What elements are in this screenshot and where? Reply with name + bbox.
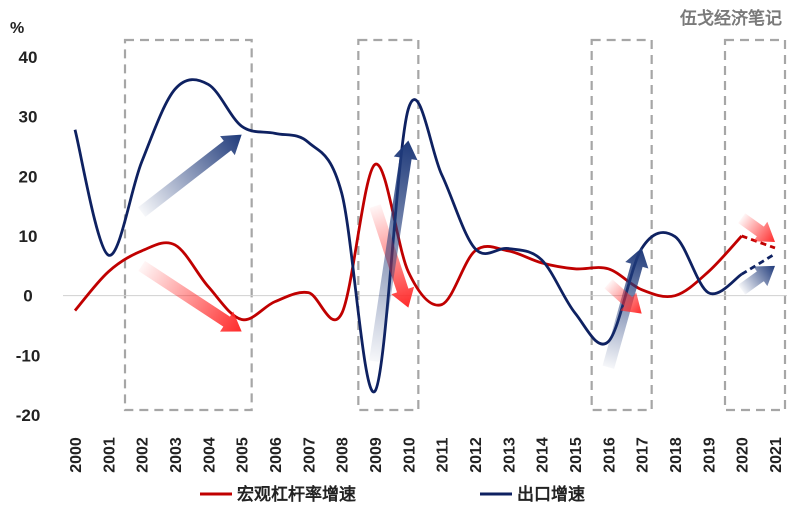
up-arrow-2002 [137,134,242,217]
x-tick-label: 2018 [668,437,685,473]
highlight-box-2 [590,38,653,412]
x-tick-label: 2013 [501,437,518,473]
x-tick-label: 2012 [468,437,485,473]
y-tick-label: -20 [16,406,41,425]
x-tick-label: 2006 [268,437,285,473]
up-arrow-2020 [738,265,775,295]
x-tick-label: 2004 [201,437,218,473]
legend-label-leverage: 宏观杠杆率增速 [237,484,356,505]
x-tick-label: 2019 [701,437,718,473]
series-layer [73,78,776,394]
up-arrow-2009 [369,140,418,363]
down-arrow-2020 [738,213,775,242]
series-line-export [73,78,743,394]
x-tick-label: 2002 [135,437,152,473]
x-tick-label: 2001 [101,437,118,473]
x-tick-label: 2021 [768,437,785,473]
x-tick-label: 2009 [368,437,385,473]
watermark: 伍戈经济笔记 [679,8,782,29]
x-tick-label: 2017 [635,437,652,473]
highlight-box-0 [123,38,253,412]
x-tick-label: 2016 [601,437,618,473]
series-line-leverage-dashed [741,234,776,250]
x-tick-label: 2020 [735,437,752,473]
down-arrow-2016 [604,279,642,314]
highlight-box-1 [357,38,420,412]
y-tick-label: 30 [19,108,38,127]
y-tick-label: 40 [19,48,38,67]
y-tick-label: 0 [23,287,32,306]
x-tick-label: 2000 [68,437,85,473]
x-tick-label: 2014 [535,437,552,473]
x-tick-label: 2008 [335,437,352,473]
y-tick-label: 20 [19,167,38,186]
x-tick-label: 2007 [301,437,318,473]
legend-label-export: 出口增速 [517,484,585,505]
highlight-layer [123,38,787,412]
axis-layer: -20 -10 0 10 20 30 40 2000 2001 2002 2003 2004 2005 2… [16,48,787,473]
y-tick-label: 10 [19,227,38,246]
down-arrow-2002 [138,260,242,332]
series-line-export-dashed [740,252,776,276]
x-tick-label: 2003 [168,437,185,473]
x-tick-label: 2011 [435,438,452,473]
arrow-layer [137,134,775,369]
x-tick-label: 2015 [568,437,585,473]
highlight-box-3 [723,38,787,412]
x-tick-label: 2010 [401,437,418,473]
legend: 宏观杠杆率增速 出口增速 [200,484,585,505]
y-unit-label: % [10,20,24,37]
y-tick-label: -10 [16,346,41,365]
x-tick-label: 2005 [235,437,252,473]
